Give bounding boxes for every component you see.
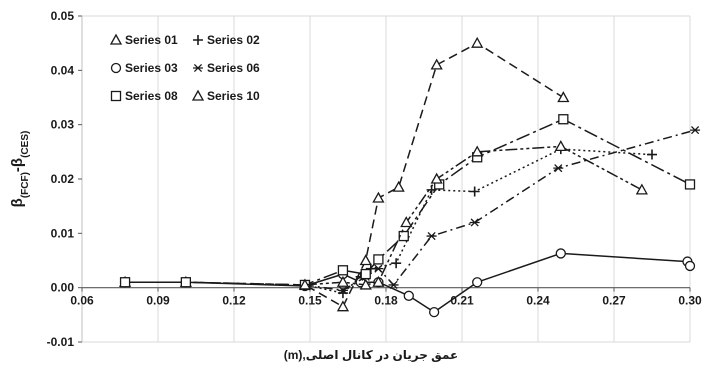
gridlines	[81, 16, 691, 342]
series-06	[299, 126, 701, 295]
series-01-point	[372, 191, 385, 203]
legend-marker	[110, 90, 122, 102]
legend-label: Series 03	[125, 61, 178, 75]
legend-item: Series 03	[110, 61, 178, 75]
series-06-point	[426, 231, 437, 241]
legend-marker	[110, 62, 122, 74]
series-03-point	[555, 248, 566, 259]
y-axis-label: β(FCF)-β(CES)	[9, 131, 31, 208]
series-10-point	[400, 216, 413, 228]
series-08-line	[125, 118, 691, 286]
series-01-point	[557, 91, 570, 103]
series-01-point	[336, 300, 350, 312]
series-02-point	[391, 258, 402, 269]
y-tick-label: 0.04	[51, 63, 75, 77]
series-01-point	[392, 180, 405, 192]
series-10-point	[471, 145, 484, 157]
legend-marker	[191, 89, 205, 101]
x-tick-label: 0.27	[602, 294, 626, 308]
series-03-point	[472, 277, 483, 288]
x-tick-label: 0.09	[146, 294, 170, 308]
y-axis-label-sub-1: (FCF)	[20, 172, 31, 198]
y-tick-label: 0.00	[51, 281, 75, 295]
series-08	[119, 114, 696, 291]
series-02-line	[304, 148, 653, 294]
legend-item: Series 02	[193, 33, 260, 47]
series-08-point	[119, 277, 131, 288]
y-axis-label-dash: -	[9, 167, 26, 172]
x-tick-label: 0.18	[374, 294, 398, 308]
series-06-point	[690, 126, 701, 135]
y-tick-label: 0.03	[51, 118, 75, 132]
series-10-point	[336, 275, 350, 287]
series-08-point	[684, 179, 696, 190]
legend: Series 01 Series 02 Series 03 Series 06 Seri…	[109, 33, 260, 103]
series-10	[298, 140, 648, 290]
series-03-line	[125, 252, 691, 313]
x-tick-label: 0.12	[222, 294, 246, 308]
y-tick-label: -0.01	[47, 335, 75, 349]
series-02	[299, 144, 657, 299]
axes: 0.06 0.09 0.12 0.15 0.18 0.21 0.24 0.27 0.30 -0.0…	[47, 9, 702, 349]
legend-marker	[109, 33, 123, 45]
series-06-point	[553, 164, 564, 173]
series-01-point	[471, 36, 484, 48]
legend-label: Series 08	[125, 89, 178, 103]
legend-marker	[193, 63, 203, 73]
x-tick-label: 0.30	[678, 294, 702, 308]
series-02-point	[469, 186, 480, 197]
y-axis-label-sub-2: (CES)	[20, 131, 31, 158]
series-10-point	[359, 278, 372, 290]
legend-item: Series 08	[110, 89, 178, 103]
series-10-line	[304, 145, 643, 286]
series-group	[118, 36, 701, 318]
series-03-point	[428, 306, 440, 318]
series-02-point	[647, 149, 657, 160]
x-tick-label: 0.06	[70, 294, 94, 308]
series-08-point	[337, 265, 349, 276]
series-06-point	[388, 280, 399, 290]
legend-label: Series 10	[207, 89, 260, 103]
y-axis-label-beta-1: β	[9, 198, 26, 207]
series-03-point	[403, 290, 414, 301]
series-01-point	[359, 254, 372, 266]
series-10-point	[554, 140, 567, 152]
series-08-point	[180, 277, 192, 288]
x-tick-label: 0.15	[298, 294, 322, 308]
series-10-point	[430, 172, 443, 184]
series-06-point	[469, 218, 480, 227]
series-03-point	[684, 260, 696, 272]
y-tick-label: 0.02	[51, 172, 75, 186]
x-tick-label: 0.24	[526, 294, 550, 308]
series-08-point	[558, 114, 569, 125]
legend-item: Series 10	[191, 89, 260, 103]
y-tick-label: 0.01	[51, 226, 75, 240]
legend-label: Series 02	[207, 33, 260, 47]
y-axis-label-beta-2: β	[9, 158, 26, 167]
legend-item: Series 06	[193, 61, 260, 75]
legend-marker	[193, 35, 203, 45]
legend-label: Series 06	[207, 61, 260, 75]
series-06-point	[373, 264, 384, 273]
series-10-point	[372, 275, 385, 287]
x-tick-label: 0.21	[450, 294, 474, 308]
series-08-point	[373, 254, 384, 265]
series-10-point	[635, 183, 648, 195]
y-tick-label: 0.05	[51, 9, 75, 23]
series-01-point	[430, 58, 443, 70]
legend-item: Series 01	[109, 33, 178, 47]
x-axis-label: عمق جریان در کانال اصلی,(m)	[284, 348, 459, 362]
series-06-point	[337, 286, 348, 295]
series-08-point	[360, 268, 371, 280]
series-10-point	[298, 278, 312, 290]
legend-label: Series 01	[125, 33, 178, 47]
